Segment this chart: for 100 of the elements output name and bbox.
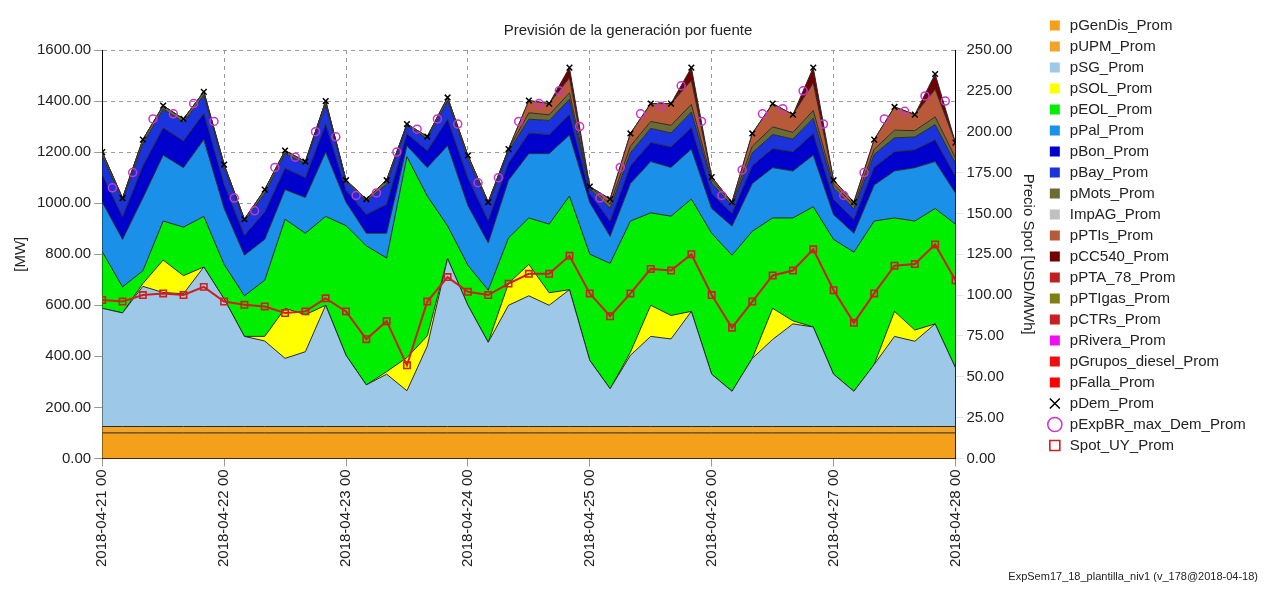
point — [879, 114, 890, 124]
legend-label: pPal_Prom — [1069, 120, 1145, 138]
legend-label: pSOL_Prom — [1069, 78, 1153, 96]
point — [209, 116, 219, 127]
legend-label: ImpAG_Prom — [1069, 204, 1161, 222]
y-axis-title: [MW] — [11, 236, 29, 272]
y-tick-label: 200.00 — [45, 397, 92, 415]
point — [392, 147, 402, 157]
legend-label: pBay_Prom — [1069, 162, 1149, 180]
point — [687, 250, 696, 259]
point — [910, 260, 919, 268]
point — [849, 318, 858, 327]
point — [707, 291, 716, 300]
point — [696, 116, 707, 127]
y-tick-label: 600.00 — [45, 295, 92, 313]
y-tick-label: 0.00 — [62, 448, 92, 466]
point — [281, 309, 290, 317]
point — [789, 111, 797, 119]
point — [138, 291, 147, 300]
y2-tick-label: 100.00 — [966, 285, 1013, 303]
point — [545, 269, 554, 278]
point — [818, 119, 829, 129]
point — [646, 264, 655, 273]
point — [931, 240, 940, 249]
point — [118, 194, 127, 202]
point — [554, 86, 565, 96]
point — [127, 167, 138, 178]
y2-tick-label: 200.00 — [966, 121, 1013, 139]
legend-label: pGrupos_diesel_Prom — [1069, 351, 1220, 369]
point — [443, 273, 452, 282]
point — [473, 177, 483, 188]
x-tick-label: 2018-04-21 00 — [92, 469, 110, 568]
y-tick-label: 1000.00 — [36, 193, 92, 211]
point — [321, 294, 330, 303]
point — [870, 289, 879, 298]
x-tick-label: 2018-04-25 00 — [579, 469, 597, 568]
y2-tick-label: 125.00 — [966, 244, 1013, 262]
point — [656, 101, 666, 111]
point — [574, 121, 585, 132]
point — [940, 96, 951, 106]
x-tick-label: 2018-04-27 00 — [823, 469, 841, 568]
point — [423, 297, 432, 306]
point — [667, 266, 676, 275]
point — [188, 98, 199, 109]
point — [351, 190, 361, 201]
legend-label: pPTIs_Prom — [1069, 225, 1154, 243]
point — [920, 91, 930, 101]
x-tick-label: 2018-04-22 00 — [214, 469, 232, 568]
point — [168, 109, 179, 119]
point — [769, 100, 777, 108]
point — [290, 152, 300, 162]
point — [809, 245, 818, 254]
x-tick-label: 2018-04-28 00 — [945, 469, 963, 568]
point — [717, 190, 727, 201]
point — [301, 307, 310, 316]
point — [362, 335, 371, 344]
point — [371, 188, 382, 198]
point — [595, 193, 605, 203]
legend-label: pMots_Prom — [1069, 183, 1155, 201]
point — [890, 103, 899, 111]
point — [687, 64, 695, 72]
point — [899, 106, 910, 117]
point — [850, 198, 858, 206]
point — [444, 93, 452, 102]
point — [635, 109, 646, 119]
point — [382, 317, 391, 326]
x-tick-label: 2018-04-23 00 — [336, 469, 354, 568]
point — [220, 297, 229, 306]
point — [179, 291, 188, 300]
point — [615, 162, 626, 173]
point — [829, 286, 838, 295]
point — [260, 302, 269, 311]
point — [728, 323, 736, 332]
legend-label: pDem_Prom — [1069, 393, 1155, 411]
point — [788, 266, 797, 275]
point — [565, 251, 574, 260]
legend-label: pGenDis_Prom — [1069, 15, 1173, 33]
x-tick-label: 2018-04-24 00 — [458, 469, 476, 568]
point — [778, 103, 788, 114]
point — [240, 300, 249, 309]
point — [606, 195, 614, 203]
point — [838, 190, 849, 201]
y2-tick-label: 50.00 — [966, 366, 1004, 384]
point — [452, 119, 463, 129]
point — [402, 361, 411, 370]
point — [667, 100, 675, 108]
y2-tick-label: 0.00 — [966, 448, 996, 466]
y2-tick-label: 150.00 — [966, 203, 1013, 221]
point — [748, 297, 757, 306]
y2-tick-label: 25.00 — [966, 407, 1004, 425]
y2-tick-label: 250.00 — [966, 40, 1013, 58]
point — [432, 114, 443, 124]
point — [403, 120, 411, 128]
point — [249, 206, 260, 216]
point — [504, 145, 513, 153]
point — [270, 162, 280, 173]
legend-label: pCC540_Prom — [1069, 246, 1170, 264]
point — [534, 98, 544, 109]
point — [757, 109, 768, 119]
legend-label: Spot_UY_Prom — [1069, 435, 1175, 453]
